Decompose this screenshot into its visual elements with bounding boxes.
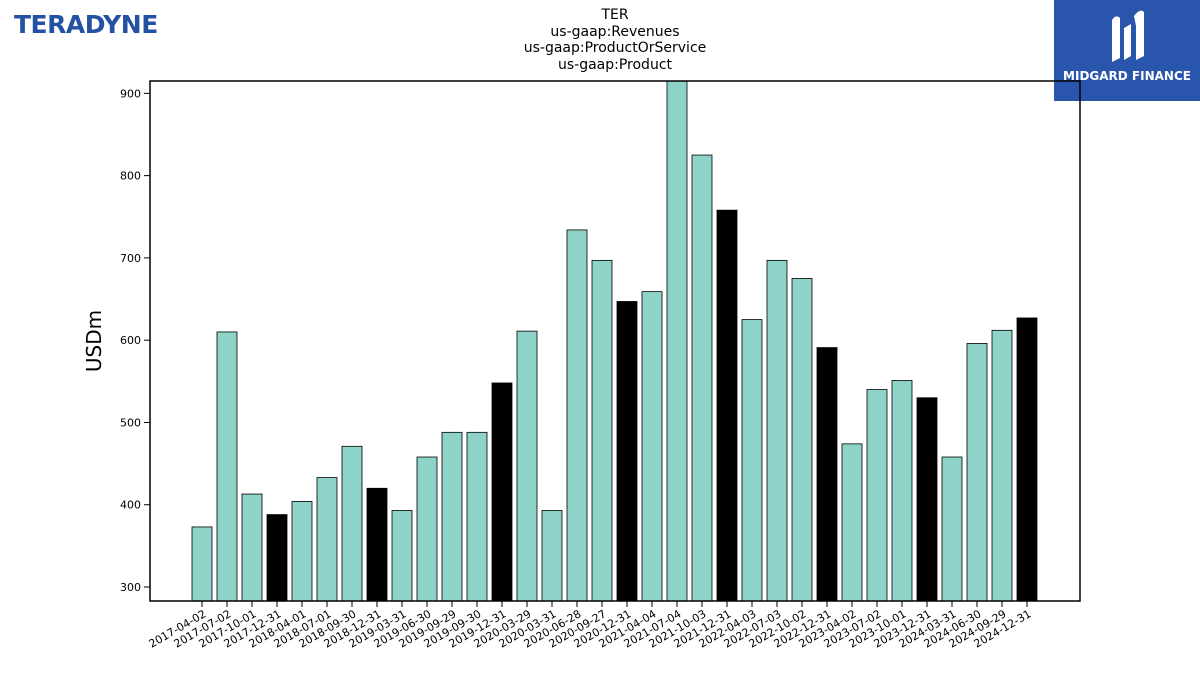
- y-tick-label: 500: [120, 416, 141, 429]
- bar: [966, 343, 988, 601]
- teradyne-logo: TERADYNE: [14, 10, 158, 39]
- bar: [791, 278, 813, 601]
- chart-title: TER us-gaap:Revenues us-gaap:ProductOrSe…: [415, 7, 815, 73]
- bar: [391, 510, 413, 601]
- y-tick-label: 800: [120, 170, 141, 183]
- bar: [491, 382, 513, 601]
- bar: [241, 493, 263, 601]
- bar: [416, 456, 438, 601]
- bar: [591, 259, 613, 601]
- bar: [766, 259, 788, 601]
- bar: [816, 347, 838, 601]
- bar: [841, 443, 863, 601]
- y-tick-label: 600: [120, 334, 141, 347]
- bar: [516, 330, 538, 601]
- bar: [266, 514, 288, 601]
- bar: [1016, 317, 1038, 601]
- chart-title-line: us-gaap:Product: [557, 56, 673, 73]
- bar: [291, 501, 313, 601]
- plot-frame: [149, 80, 1081, 602]
- midgard-icon: [1112, 10, 1144, 62]
- chart-title-line: TER: [601, 7, 629, 23]
- y-tick-label: 700: [120, 252, 141, 265]
- y-tick-label: 300: [120, 581, 141, 594]
- chart-title-line: us-gaap:ProductOrService: [523, 40, 707, 56]
- bar: [891, 380, 913, 601]
- bar: [866, 389, 888, 601]
- chart-title-line: us-gaap:Revenues: [550, 23, 680, 40]
- y-tick-label: 400: [120, 499, 141, 512]
- bar: [466, 431, 488, 601]
- y-axis-label: USDm: [82, 310, 106, 372]
- bar: [616, 301, 638, 601]
- bar: [441, 431, 463, 601]
- bar: [366, 487, 388, 601]
- midgard-finance-logo: MIDGARD FINANCE: [1054, 0, 1200, 101]
- bar: [216, 331, 238, 601]
- bar: [991, 329, 1013, 601]
- bar: [341, 445, 363, 601]
- bar: [741, 319, 763, 601]
- bar: [541, 510, 563, 601]
- bar: [666, 81, 688, 601]
- y-tick-label: 900: [120, 87, 141, 100]
- bar: [691, 154, 713, 601]
- midgard-finance-label: MIDGARD FINANCE: [1063, 69, 1191, 83]
- bar: [191, 526, 213, 601]
- bar: [566, 229, 588, 601]
- bar: [641, 291, 663, 601]
- bar: [916, 397, 938, 601]
- bar: [316, 477, 338, 601]
- bar: [716, 209, 738, 601]
- bar: [941, 456, 963, 601]
